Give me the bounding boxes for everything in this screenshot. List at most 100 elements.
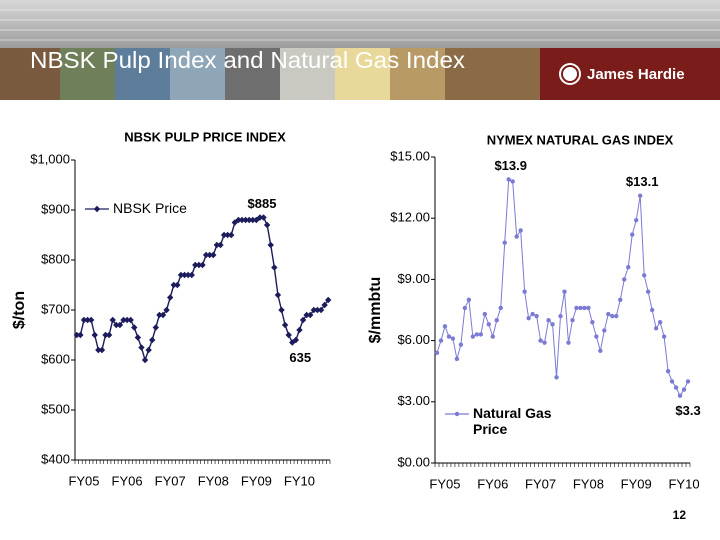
marker <box>228 231 235 239</box>
marker <box>285 331 292 339</box>
marker <box>149 336 156 344</box>
marker <box>98 346 106 354</box>
marker <box>685 379 691 384</box>
marker <box>645 289 651 294</box>
marker <box>626 264 631 270</box>
marker <box>677 393 683 398</box>
marker <box>93 205 101 213</box>
page-number: 12 <box>673 508 687 522</box>
marker <box>87 316 95 324</box>
y-tick-label: $900 <box>41 201 70 216</box>
marker <box>514 234 519 239</box>
data-label: $13.1 <box>626 174 659 189</box>
marker <box>181 271 188 279</box>
marker <box>610 313 615 319</box>
marker <box>195 261 203 269</box>
marker <box>253 216 260 224</box>
marker <box>314 306 321 314</box>
marker <box>292 336 300 344</box>
marker <box>602 328 607 333</box>
x-tick-label: FY08 <box>573 476 604 491</box>
data-label: $885 <box>248 196 277 211</box>
marker <box>614 313 619 319</box>
marker <box>109 316 116 324</box>
marker <box>238 216 246 224</box>
marker <box>80 316 88 324</box>
marker <box>554 375 559 380</box>
marker <box>542 340 547 345</box>
marker <box>550 322 555 327</box>
marker <box>134 334 142 341</box>
marker <box>84 316 91 324</box>
marker <box>446 334 452 339</box>
legend-label: Natural Gas Price <box>473 405 552 437</box>
marker <box>578 305 583 311</box>
marker <box>177 271 185 279</box>
marker <box>120 316 127 324</box>
marker <box>637 193 643 198</box>
marker <box>199 261 206 269</box>
marker <box>630 232 635 237</box>
y-tick-label: $500 <box>41 401 70 416</box>
marker <box>245 216 253 224</box>
series-line <box>76 216 329 363</box>
marker <box>263 221 271 229</box>
marker <box>217 241 224 249</box>
marker <box>231 219 239 226</box>
marker <box>494 318 499 323</box>
marker <box>274 291 282 299</box>
marker <box>235 216 242 224</box>
marker <box>570 318 575 323</box>
y-tick-label: $1,000 <box>30 151 70 166</box>
marker <box>141 356 149 364</box>
marker <box>434 350 440 356</box>
marker <box>649 307 655 313</box>
marker <box>174 281 181 289</box>
marker <box>594 334 599 339</box>
marker <box>296 326 303 334</box>
marker <box>145 346 152 354</box>
marker <box>206 251 213 259</box>
legend: Natural Gas Price <box>445 405 555 437</box>
marker <box>590 320 595 325</box>
marker <box>249 216 256 224</box>
header-photo <box>0 0 720 48</box>
marker <box>184 271 192 279</box>
marker <box>438 338 444 343</box>
series-line <box>436 178 689 397</box>
marker <box>661 334 667 339</box>
marker <box>220 231 228 239</box>
marker <box>442 324 448 329</box>
marker <box>562 289 567 294</box>
x-tick-label: FY10 <box>668 476 699 491</box>
legend-label: NBSK Price <box>113 200 187 216</box>
marker <box>454 411 460 417</box>
marker <box>586 305 591 311</box>
marker <box>478 332 484 337</box>
marker <box>152 324 160 331</box>
data-label: 635 <box>289 350 311 365</box>
y-tick-label: $9.00 <box>397 271 430 286</box>
marker <box>518 228 523 233</box>
color-band <box>0 48 720 100</box>
y-tick-label: $6.00 <box>397 332 430 347</box>
logo: James Hardie <box>559 63 685 85</box>
y-tick-label: $700 <box>41 301 70 316</box>
marker <box>598 348 603 353</box>
marker <box>267 241 274 249</box>
marker <box>192 261 199 269</box>
marker <box>530 311 535 317</box>
marker <box>105 331 113 339</box>
marker <box>490 334 495 339</box>
x-tick-label: FY05 <box>429 476 460 491</box>
y-tick-label: $15.00 <box>390 148 430 163</box>
marker <box>458 342 464 347</box>
siding-lines <box>0 9 720 41</box>
y-tick-label: $12.00 <box>390 210 430 225</box>
marker <box>450 336 456 341</box>
x-tick-label: FY09 <box>621 476 652 491</box>
marker <box>582 305 587 311</box>
marker <box>163 306 170 314</box>
marker <box>462 305 468 311</box>
